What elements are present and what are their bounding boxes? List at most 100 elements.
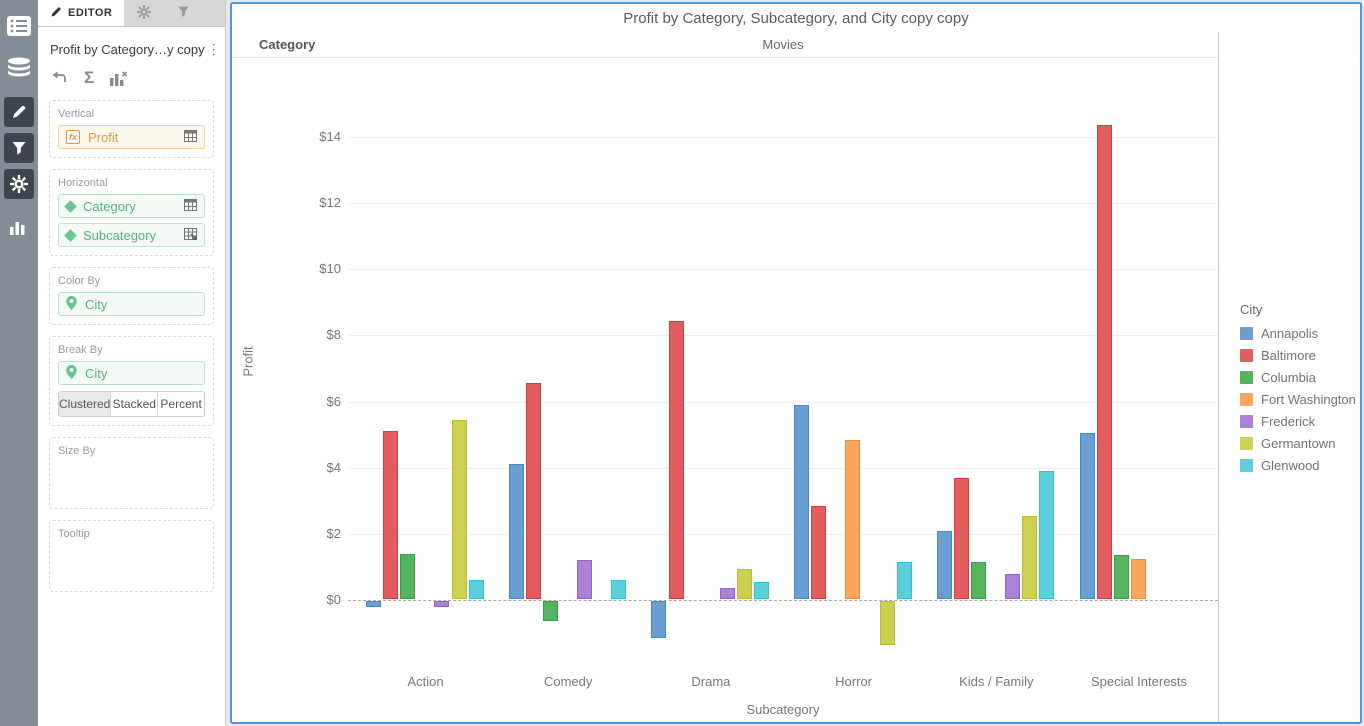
bar[interactable] (611, 580, 627, 599)
attribute-diamond-icon (64, 228, 77, 242)
x-axis-title: Subcategory (746, 702, 820, 717)
bar[interactable] (651, 601, 667, 639)
bar[interactable] (1096, 125, 1112, 599)
sigma-icon[interactable]: Σ (84, 68, 95, 87)
y-tick-label: $6 (326, 393, 341, 409)
fx-icon: fx (66, 130, 81, 144)
field-pill-profit[interactable]: fx Profit (58, 125, 205, 149)
gear-icon (137, 4, 152, 22)
bar[interactable] (434, 601, 450, 607)
bar[interactable] (845, 439, 861, 599)
bar[interactable] (400, 553, 416, 599)
chart-widget[interactable]: Profit by Category, Subcategory, and Cit… (230, 2, 1362, 724)
map-pin-icon (66, 295, 77, 313)
chart-title: Profit by Category, Subcategory, and Cit… (623, 10, 969, 27)
swap-axes-icon[interactable] (51, 71, 68, 86)
map-pin-icon (66, 364, 77, 382)
bar[interactable] (736, 568, 752, 599)
field-pill-city-color[interactable]: City (58, 292, 205, 316)
table-grid-icon[interactable] (184, 129, 197, 145)
editor-panel: EDITOR Profit by Category…y copy ⋮ Σ Ver… (38, 0, 226, 726)
section-vertical: Vertical fx Profit (49, 100, 214, 158)
widget-title-truncated: Profit by Category…y copy (50, 42, 205, 57)
y-tick-label: $4 (326, 459, 341, 475)
bar[interactable] (971, 561, 986, 599)
section-size-by[interactable]: Size By (49, 437, 214, 509)
break-mode-segmented-control: Clustered Stacked Percent (58, 391, 205, 417)
y-tick-label: $14 (319, 129, 341, 145)
bar[interactable] (577, 560, 593, 599)
funnel-icon (177, 5, 190, 21)
bar[interactable] (542, 601, 558, 622)
field-pill-label: City (85, 296, 108, 312)
field-pill-city-break[interactable]: City (58, 361, 205, 385)
bar[interactable] (383, 431, 399, 599)
legend-item-label: Annapolis (1261, 326, 1319, 341)
bar[interactable] (1079, 432, 1095, 599)
y-axis-title: Profit (240, 346, 256, 377)
chart-clear-icon[interactable] (110, 70, 128, 86)
legend-title: City (1240, 302, 1263, 317)
bar[interactable] (811, 505, 827, 599)
x-axis-label: Action (407, 674, 444, 689)
legend-item-label: Frederick (1261, 414, 1316, 429)
legend-item-label: Glenwood (1261, 458, 1320, 473)
pencil-icon[interactable] (0, 94, 38, 130)
field-pill-label: Category (83, 198, 136, 214)
legend-item[interactable]: Baltimore (1240, 348, 1316, 363)
field-pill-category[interactable]: Category (58, 194, 205, 218)
bar[interactable] (468, 580, 484, 599)
legend-item[interactable]: Columbia (1240, 370, 1316, 385)
bar[interactable] (1022, 515, 1038, 599)
table-grid-icon[interactable] (184, 198, 197, 214)
x-axis-label: Comedy (543, 674, 593, 689)
barchart-icon[interactable] (0, 208, 38, 244)
category-header-label: Category (259, 37, 316, 52)
tab-filters[interactable] (164, 0, 203, 26)
y-gridline (348, 533, 1218, 535)
kebab-menu-icon[interactable]: ⋮ (206, 41, 221, 57)
bar[interactable] (508, 464, 524, 599)
mode-stacked-button[interactable]: Stacked (111, 392, 159, 416)
legend-item[interactable]: Glenwood (1240, 458, 1320, 473)
bar[interactable] (754, 581, 769, 599)
bar[interactable] (953, 477, 969, 599)
tab-settings[interactable] (124, 0, 164, 26)
bar[interactable] (896, 561, 912, 599)
bar[interactable] (668, 320, 684, 599)
bar[interactable] (1130, 558, 1146, 599)
list-icon[interactable] (0, 8, 38, 44)
legend-item[interactable]: Annapolis (1240, 326, 1318, 341)
legend-item[interactable]: Fort Washington (1240, 392, 1356, 407)
bar[interactable] (719, 588, 735, 599)
bar[interactable] (525, 383, 541, 599)
tab-editor-label: EDITOR (68, 7, 113, 19)
legend-item[interactable]: Germantown (1240, 436, 1335, 451)
bar[interactable] (1113, 555, 1129, 599)
datasource-icon[interactable] (0, 50, 38, 86)
bar[interactable] (879, 601, 895, 645)
section-color-by: Color By City (49, 267, 214, 325)
category-header-band: Category Movies (232, 32, 1360, 58)
legend-item[interactable]: Frederick (1240, 414, 1315, 429)
section-tooltip[interactable]: Tooltip (49, 520, 214, 592)
bar[interactable] (366, 601, 381, 607)
field-pill-label: Subcategory (83, 227, 156, 243)
bar[interactable] (794, 404, 810, 599)
section-label: Color By (58, 275, 101, 287)
bar[interactable] (936, 530, 952, 599)
settings-icon[interactable] (0, 166, 38, 202)
bar[interactable] (1005, 573, 1021, 599)
tab-editor[interactable]: EDITOR (38, 0, 125, 26)
field-pill-subcategory[interactable]: Subcategory (58, 223, 205, 247)
bar[interactable] (451, 419, 467, 599)
field-pill-label: City (85, 365, 108, 381)
table-grid-arrow-icon[interactable] (184, 227, 197, 243)
bar[interactable] (1039, 471, 1055, 599)
filter-icon[interactable] (0, 130, 38, 166)
mode-clustered-button[interactable]: Clustered (59, 392, 112, 416)
mode-percent-button[interactable]: Percent (160, 397, 202, 411)
section-label: Vertical (58, 108, 95, 120)
attribute-diamond-icon (64, 199, 77, 213)
legend-swatch-icon (1240, 437, 1253, 450)
